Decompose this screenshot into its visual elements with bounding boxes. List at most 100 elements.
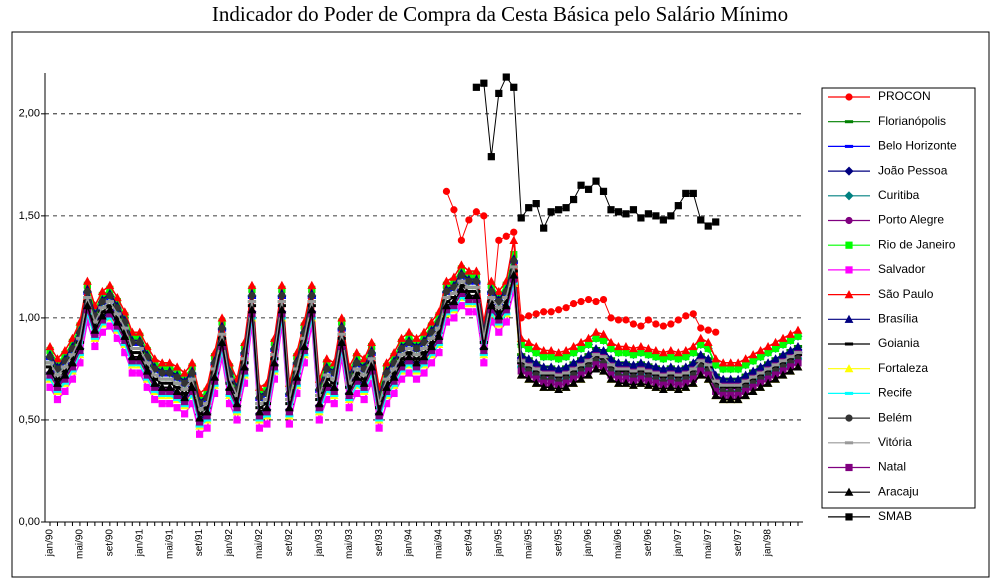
data-point	[45, 341, 55, 351]
data-point	[165, 382, 175, 391]
data-point	[793, 351, 803, 355]
data-point	[644, 316, 653, 324]
data-point	[658, 364, 668, 373]
data-point	[472, 285, 481, 289]
data-point	[277, 305, 287, 314]
data-point	[756, 371, 765, 375]
data-point	[666, 346, 676, 355]
data-point	[748, 386, 758, 395]
data-point	[591, 327, 601, 336]
data-point	[240, 357, 249, 361]
data-point	[584, 185, 593, 193]
x-tick-label: mai/96	[613, 529, 624, 559]
data-point	[105, 280, 115, 289]
data-point	[592, 334, 600, 342]
data-point	[180, 368, 190, 377]
data-point	[389, 372, 399, 381]
data-point	[547, 371, 556, 375]
data-point	[120, 326, 129, 330]
data-point	[696, 333, 706, 342]
data-point	[689, 349, 697, 357]
data-point	[135, 352, 145, 361]
data-point	[166, 369, 174, 377]
data-point	[150, 354, 160, 363]
x-tick-label: jan/91	[134, 529, 145, 558]
data-point	[554, 384, 564, 393]
legend-label: Florianópolis	[878, 114, 946, 128]
data-point	[555, 306, 563, 314]
data-point	[569, 378, 579, 387]
data-point	[262, 403, 272, 412]
data-point	[763, 341, 773, 351]
data-point	[472, 277, 480, 285]
data-point	[532, 349, 540, 357]
data-point	[697, 340, 705, 349]
series	[45, 270, 803, 422]
data-point	[97, 311, 107, 320]
legend-marker	[845, 513, 853, 521]
x-tick-label: mai/91	[164, 529, 175, 559]
data-point	[136, 369, 144, 377]
data-point	[368, 349, 376, 357]
data-point	[181, 410, 189, 418]
data-point	[614, 358, 623, 367]
data-point	[742, 361, 750, 369]
data-point	[703, 354, 713, 363]
data-point	[210, 372, 219, 381]
data-point	[697, 324, 705, 332]
data-point	[457, 236, 466, 244]
data-point	[158, 369, 166, 377]
data-point	[450, 314, 458, 322]
data-point	[532, 310, 540, 318]
data-point	[509, 265, 518, 269]
data-point	[562, 204, 570, 212]
data-point	[404, 352, 414, 361]
data-point	[464, 266, 474, 275]
data-point	[323, 365, 331, 373]
data-point	[412, 358, 421, 367]
y-tick-label: 1,00	[19, 312, 40, 324]
data-point	[53, 373, 62, 377]
y-tick-label: 0,00	[19, 516, 40, 528]
data-point	[606, 374, 616, 383]
data-point	[344, 386, 354, 395]
data-point	[576, 374, 586, 383]
data-point	[584, 370, 593, 379]
data-point	[285, 420, 293, 428]
data-point	[546, 382, 556, 391]
data-point	[472, 83, 480, 91]
data-point	[703, 374, 713, 383]
data-point	[667, 212, 675, 220]
data-point	[561, 346, 571, 355]
data-point	[547, 353, 555, 361]
data-point	[434, 326, 444, 330]
data-point	[419, 347, 429, 351]
data-point	[397, 375, 406, 383]
data-point	[495, 328, 503, 336]
data-point	[390, 389, 398, 398]
data-point	[314, 399, 324, 408]
data-point	[637, 214, 645, 222]
data-point	[712, 361, 720, 369]
data-point	[741, 370, 751, 379]
data-point	[307, 305, 317, 314]
data-point	[733, 374, 743, 383]
data-point	[151, 395, 159, 404]
data-point	[210, 367, 219, 371]
data-point	[651, 382, 661, 391]
data-point	[621, 367, 631, 371]
data-point	[46, 383, 54, 391]
data-point	[465, 277, 473, 285]
data-point	[315, 416, 323, 424]
data-point	[592, 177, 600, 185]
data-point	[502, 318, 510, 326]
data-point	[599, 329, 608, 338]
data-point	[524, 363, 533, 367]
data-point	[734, 383, 743, 387]
data-point	[53, 378, 62, 387]
data-point	[307, 300, 316, 304]
data-point	[157, 358, 167, 367]
data-point	[60, 370, 70, 379]
data-point	[82, 276, 92, 285]
